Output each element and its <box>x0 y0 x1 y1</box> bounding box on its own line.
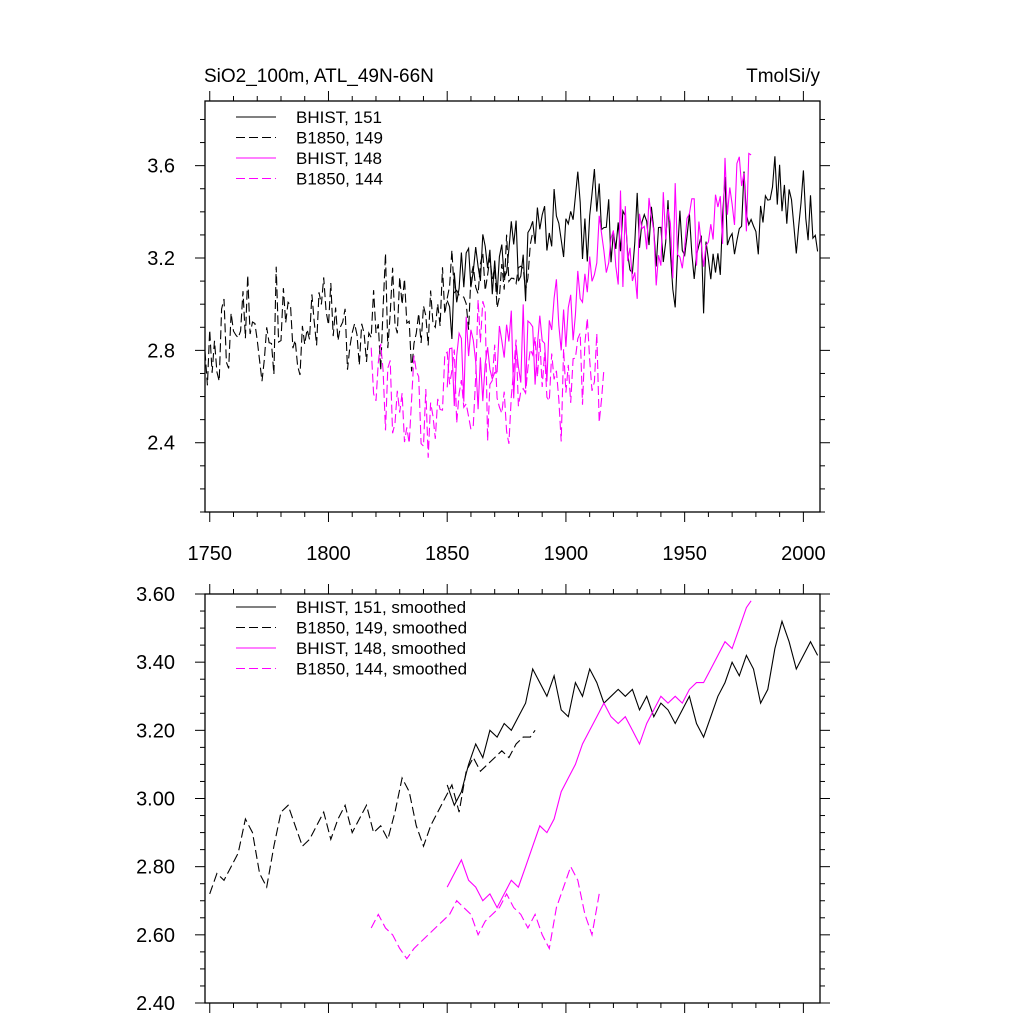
legend-label-bhist-148-smoothed: BHIST, 148, smoothed <box>296 639 466 658</box>
x-tick-label: 1950 <box>662 543 707 565</box>
series-line-b1850-149 <box>204 232 534 386</box>
y-tick-label: 3.00 <box>136 789 175 811</box>
y-tick-label: 2.40 <box>136 993 175 1015</box>
legend-label-b1850-149: B1850, 149 <box>296 129 383 148</box>
plot-frame <box>204 100 821 513</box>
bottom-panel: 2.40 2.60 2.80 3.00 3.20 3.40 3.60 BHIST, 151,… <box>136 584 830 1015</box>
top-legend: BHIST, 151 B1850, 149 BHIST, 148 B1850, … <box>236 108 383 189</box>
legend-label-bhist-151: BHIST, 151 <box>296 108 382 127</box>
series-line-bhist-148-smoothed <box>446 600 752 909</box>
x-tick-label: 1850 <box>425 543 470 565</box>
y-tick-label: 2.60 <box>136 925 175 947</box>
bottom-legend: BHIST, 151, smoothed B1850, 149, smoothe… <box>236 598 467 679</box>
y-tick-label: 2.4 <box>147 433 175 455</box>
top-axes: 1750 1800 1850 1900 1950 2000 2.4 2.8 3.2 3.6 <box>147 91 830 565</box>
y-tick-label: 3.40 <box>136 652 175 674</box>
top-panel-title: SiO2_100m, ATL_49N-66N <box>204 66 434 87</box>
series-line-b1850-144-smoothed <box>370 865 600 960</box>
legend-label-bhist-148: BHIST, 148 <box>296 149 382 168</box>
legend-label-b1850-144-smoothed: B1850, 144, smoothed <box>296 660 467 679</box>
series-line-bhist-151 <box>446 156 819 340</box>
y-tick-label: 2.80 <box>136 857 175 879</box>
x-tick-label: 2000 <box>781 543 826 565</box>
bottom-series-group <box>209 600 819 960</box>
legend-label-b1850-144: B1850, 144 <box>296 170 383 189</box>
x-tick-label: 1750 <box>187 543 232 565</box>
y-tick-label: 2.8 <box>147 340 175 362</box>
x-tick-label: 1900 <box>544 543 589 565</box>
legend-label-bhist-151-smoothed: BHIST, 151, smoothed <box>296 598 466 617</box>
top-series-group <box>204 152 819 458</box>
series-line-b1850-149-smoothed <box>209 729 536 895</box>
y-tick-label: 3.20 <box>136 720 175 742</box>
x-tick-label: 1800 <box>306 543 351 565</box>
top-panel: SiO2_100m, ATL_49N-66N TmolSi/y 1750 1800… <box>147 66 830 565</box>
legend-label-b1850-149-smoothed: B1850, 149, smoothed <box>296 619 467 638</box>
series-line-bhist-148 <box>446 152 752 410</box>
y-tick-label: 3.6 <box>147 156 175 178</box>
y-tick-label: 3.2 <box>147 248 175 270</box>
series-line-bhist-151-smoothed <box>446 619 819 807</box>
y-tick-label: 3.60 <box>136 584 175 606</box>
bottom-axes: 2.40 2.60 2.80 3.00 3.20 3.40 3.60 <box>136 584 830 1015</box>
top-panel-units: TmolSi/y <box>746 66 820 87</box>
